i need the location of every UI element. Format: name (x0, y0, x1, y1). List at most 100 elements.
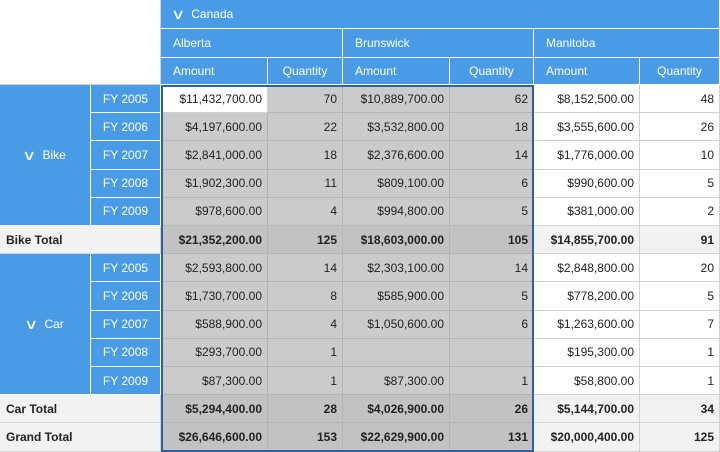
value-cell[interactable]: $1,776,000.00 (534, 141, 640, 170)
value-cell[interactable]: 1 (640, 338, 720, 367)
total-cell[interactable]: $5,144,700.00 (534, 395, 640, 424)
value-cell[interactable]: $2,841,000.00 (161, 141, 268, 170)
column-header-manitoba[interactable]: Manitoba (534, 29, 720, 58)
grand-total-cell[interactable]: 153 (268, 423, 343, 452)
value-cell[interactable]: $87,300.00 (343, 367, 450, 396)
year-row-header[interactable]: FY 2009 (91, 197, 161, 226)
total-cell[interactable]: 28 (268, 395, 343, 424)
amount-header[interactable]: Amount (161, 58, 268, 85)
year-row-header[interactable]: FY 2007 (91, 141, 161, 170)
grand-total-cell[interactable]: 125 (640, 423, 720, 452)
value-cell[interactable]: $87,300.00 (161, 367, 268, 396)
value-cell[interactable]: 1 (450, 367, 534, 396)
year-row-header[interactable]: FY 2006 (91, 282, 161, 311)
value-cell[interactable]: 4 (268, 310, 343, 339)
value-cell[interactable]: $2,848,800.00 (534, 254, 640, 283)
quantity-header[interactable]: Quantity (640, 58, 720, 85)
value-cell[interactable]: $3,555,600.00 (534, 113, 640, 142)
value-cell[interactable]: 7 (640, 310, 720, 339)
column-header-alberta[interactable]: Alberta (161, 29, 343, 58)
value-cell[interactable]: 1 (268, 367, 343, 396)
value-cell[interactable]: 18 (450, 113, 534, 142)
value-cell[interactable]: 10 (640, 141, 720, 170)
total-cell[interactable]: $14,855,700.00 (534, 226, 640, 255)
value-cell[interactable]: $778,200.00 (534, 282, 640, 311)
year-row-header[interactable]: FY 2007 (91, 310, 161, 339)
value-cell[interactable]: 48 (640, 85, 720, 114)
value-cell[interactable] (343, 338, 450, 367)
grand-total-cell[interactable]: $26,646,600.00 (161, 423, 268, 452)
value-cell[interactable]: $2,376,600.00 (343, 141, 450, 170)
value-cell[interactable]: $10,889,700.00 (343, 85, 450, 114)
value-cell[interactable]: $990,600.00 (534, 169, 640, 198)
value-cell[interactable]: $2,593,800.00 (161, 254, 268, 283)
amount-header[interactable]: Amount (534, 58, 640, 85)
value-cell[interactable]: $4,197,600.00 (161, 113, 268, 142)
value-cell[interactable]: 14 (268, 254, 343, 283)
value-cell[interactable]: 4 (268, 197, 343, 226)
value-cell[interactable]: 5 (450, 197, 534, 226)
value-cell[interactable]: $1,050,600.00 (343, 310, 450, 339)
value-cell[interactable]: 70 (268, 85, 343, 114)
total-cell[interactable]: $21,352,200.00 (161, 226, 268, 255)
value-cell[interactable]: $8,152,500.00 (534, 85, 640, 114)
value-cell[interactable]: 22 (268, 113, 343, 142)
year-row-header[interactable]: FY 2006 (91, 113, 161, 142)
value-cell[interactable]: 11 (268, 169, 343, 198)
value-cell[interactable]: $585,900.00 (343, 282, 450, 311)
value-cell[interactable] (450, 338, 534, 367)
year-row-header[interactable]: FY 2008 (91, 338, 161, 367)
value-cell[interactable]: 20 (640, 254, 720, 283)
value-cell[interactable]: $978,600.00 (161, 197, 268, 226)
total-cell[interactable]: 91 (640, 226, 720, 255)
value-cell[interactable]: 1 (268, 338, 343, 367)
value-cell[interactable]: $1,730,700.00 (161, 282, 268, 311)
value-cell[interactable]: $1,263,600.00 (534, 310, 640, 339)
grand-total-cell[interactable]: 131 (450, 423, 534, 452)
column-header-canada[interactable]: ∨ Canada (161, 0, 720, 29)
total-cell[interactable]: 105 (450, 226, 534, 255)
grand-total-cell[interactable]: $20,000,400.00 (534, 423, 640, 452)
total-cell[interactable]: 26 (450, 395, 534, 424)
chevron-down-icon[interactable]: ∨ (170, 6, 186, 22)
value-cell[interactable]: 6 (450, 169, 534, 198)
value-cell[interactable]: 62 (450, 85, 534, 114)
value-cell[interactable]: 5 (450, 282, 534, 311)
year-row-header[interactable]: FY 2005 (91, 254, 161, 283)
quantity-header[interactable]: Quantity (450, 58, 534, 85)
row-header-bike[interactable]: ∨ Bike (0, 85, 91, 226)
value-cell[interactable]: $11,432,700.00 (161, 85, 268, 114)
value-cell[interactable]: $58,800.00 (534, 367, 640, 396)
column-header-brunswick[interactable]: Brunswick (343, 29, 534, 58)
value-cell[interactable]: 8 (268, 282, 343, 311)
value-cell[interactable]: $293,700.00 (161, 338, 268, 367)
value-cell[interactable]: 5 (640, 169, 720, 198)
total-cell[interactable]: $18,603,000.00 (343, 226, 450, 255)
value-cell[interactable]: $3,532,800.00 (343, 113, 450, 142)
total-cell[interactable]: $4,026,900.00 (343, 395, 450, 424)
total-cell[interactable]: $5,294,400.00 (161, 395, 268, 424)
value-cell[interactable]: 5 (640, 282, 720, 311)
value-cell[interactable]: 1 (640, 367, 720, 396)
value-cell[interactable]: 14 (450, 141, 534, 170)
chevron-down-icon[interactable]: ∨ (24, 316, 39, 333)
year-row-header[interactable]: FY 2008 (91, 169, 161, 198)
total-cell[interactable]: 34 (640, 395, 720, 424)
row-header-car[interactable]: ∨ Car (0, 254, 91, 396)
quantity-header[interactable]: Quantity (268, 58, 343, 85)
total-cell[interactable]: 125 (268, 226, 343, 255)
chevron-down-icon[interactable]: ∨ (22, 147, 37, 163)
value-cell[interactable]: 26 (640, 113, 720, 142)
value-cell[interactable]: $195,300.00 (534, 338, 640, 367)
value-cell[interactable]: $809,100.00 (343, 169, 450, 198)
value-cell[interactable]: 2 (640, 197, 720, 226)
value-cell[interactable]: $994,800.00 (343, 197, 450, 226)
value-cell[interactable]: $1,902,300.00 (161, 169, 268, 198)
value-cell[interactable]: $381,000.00 (534, 197, 640, 226)
value-cell[interactable]: 6 (450, 310, 534, 339)
value-cell[interactable]: 14 (450, 254, 534, 283)
value-cell[interactable]: $588,900.00 (161, 310, 268, 339)
year-row-header[interactable]: FY 2005 (91, 85, 161, 114)
value-cell[interactable]: 18 (268, 141, 343, 170)
amount-header[interactable]: Amount (343, 58, 450, 85)
